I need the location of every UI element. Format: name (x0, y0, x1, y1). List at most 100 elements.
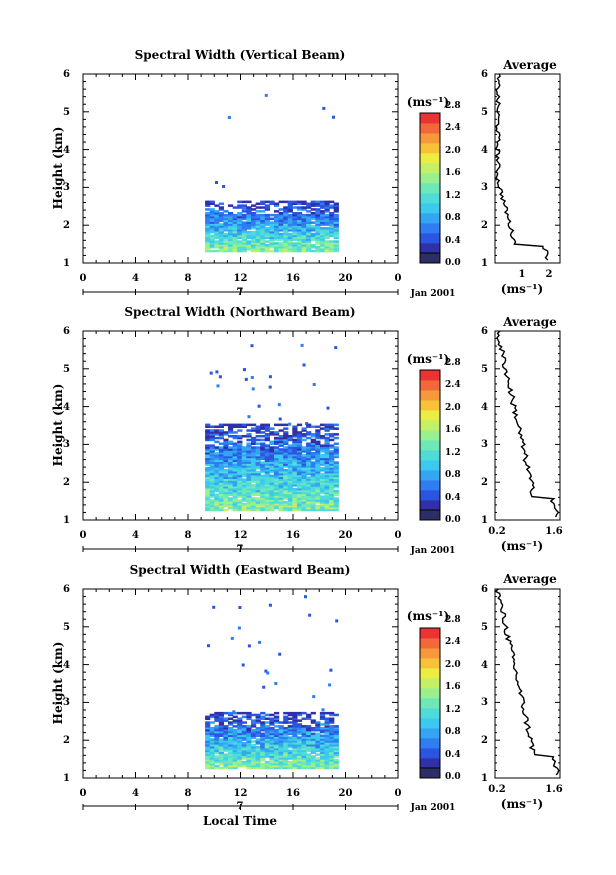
heatmap-cell (214, 486, 220, 489)
heatmap-cell (315, 736, 321, 739)
heatmap-cell (228, 442, 234, 445)
heatmap-cell (306, 247, 312, 251)
heatmap-cell (269, 448, 275, 451)
heatmap-cell (260, 495, 266, 498)
heatmap-cell (209, 444, 215, 447)
heatmap-cell (301, 745, 307, 749)
heatmap-cell (223, 764, 229, 768)
heatmap-cell (296, 744, 303, 747)
heatmap-cell (241, 497, 247, 500)
heatmap-cell (315, 495, 321, 498)
heatmap-cell (232, 751, 238, 754)
heatmap-cell (310, 506, 316, 510)
heatmap-cell (283, 719, 289, 722)
heatmap-cell (278, 417, 282, 421)
heatmap-cell (214, 482, 220, 485)
heatmap-cell (255, 446, 261, 449)
heatmap-cell (315, 212, 321, 215)
heatmap-cell (237, 225, 243, 228)
heatmap-cell (228, 761, 234, 764)
heatmap-cell (209, 744, 215, 747)
heatmap-cell (218, 728, 224, 732)
heatmap-cell (287, 453, 293, 457)
heatmap-cell (237, 717, 243, 720)
heatmap-cell (315, 766, 321, 770)
heatmap-cell (287, 491, 293, 495)
heatmap-cell (301, 489, 307, 493)
heatmap-cell (241, 762, 247, 766)
heatmap-cell (218, 725, 224, 728)
heatmap-cell (329, 221, 335, 224)
heatmap-cell (319, 751, 326, 754)
heatmap-cell (306, 478, 312, 481)
heatmap-cell (306, 755, 312, 758)
heatmap-cell (223, 455, 229, 459)
heatmap-cell (228, 484, 234, 487)
heatmap-cell (301, 470, 307, 474)
heatmap-cell (251, 749, 257, 753)
heatmap-cell (319, 499, 326, 502)
heatmap-cell (241, 223, 247, 226)
heatmap-cell (237, 745, 243, 749)
heatmap-cell (306, 227, 312, 230)
heatmap-cell (251, 503, 257, 506)
heatmap-cell (301, 751, 307, 754)
heatmap-cell (283, 740, 289, 743)
heatmap-cell (287, 215, 293, 219)
heatmap-cell (246, 732, 252, 736)
heatmap-cell (324, 719, 330, 722)
heatmap-cell (251, 747, 257, 751)
heatmap-cell (269, 202, 275, 205)
heatmap-cell (278, 484, 284, 487)
heatmap-cell (315, 242, 321, 245)
heatmap-cell (255, 459, 261, 462)
heatmap-cell (301, 469, 307, 472)
heatmap-cell (218, 504, 224, 508)
heatmap-cell (274, 442, 280, 445)
heatmap-cell (269, 493, 275, 496)
heatmap-cell (333, 204, 339, 207)
heatmap-cell (237, 734, 243, 737)
heatmap-cell (278, 429, 284, 432)
heatmap-cell (241, 230, 247, 234)
heatmap-cell (209, 431, 215, 434)
heatmap-cell (292, 730, 298, 734)
heatmap-cell (283, 717, 289, 720)
heatmap-cell (241, 240, 247, 243)
heatmap-cell (246, 463, 252, 466)
heatmap-cell (264, 501, 270, 504)
heatmap-cell (232, 732, 238, 736)
heatmap-cell (237, 480, 243, 483)
heatmap-cell (274, 217, 280, 221)
heatmap-cell (329, 730, 335, 734)
heatmap-cell (246, 247, 252, 251)
heatmap-cell (287, 452, 293, 455)
heatmap-cell (292, 491, 298, 495)
heatmap-cell (329, 478, 335, 481)
heatmap-cell (218, 761, 224, 764)
heatmap-cell (306, 244, 312, 247)
heatmap-cell (292, 215, 298, 219)
heatmap-cell (278, 459, 284, 462)
heatmap-cell (232, 425, 238, 428)
heatmap-cell (228, 219, 234, 222)
heatmap-cell (329, 469, 335, 472)
heatmap-cell (278, 732, 284, 736)
heatmap-cell (269, 730, 275, 734)
heatmap-cell (329, 474, 335, 478)
heatmap-cell (228, 744, 234, 747)
x-tick-label: 12 (234, 530, 248, 541)
heatmap-cell (218, 249, 224, 253)
heatmap-cell (232, 495, 238, 498)
heatmap-cell (255, 489, 261, 493)
heatmap-cell (264, 764, 270, 768)
heatmap-cell (209, 467, 215, 470)
heatmap-cell (205, 504, 211, 508)
heatmap-cell (209, 751, 215, 754)
heatmap-cell (223, 508, 229, 512)
heatmap-cell (329, 484, 335, 487)
heatmap-cell (301, 476, 307, 479)
heatmap-cell (237, 470, 243, 474)
heatmap-cell (315, 476, 321, 479)
heatmap-cell (292, 713, 298, 717)
